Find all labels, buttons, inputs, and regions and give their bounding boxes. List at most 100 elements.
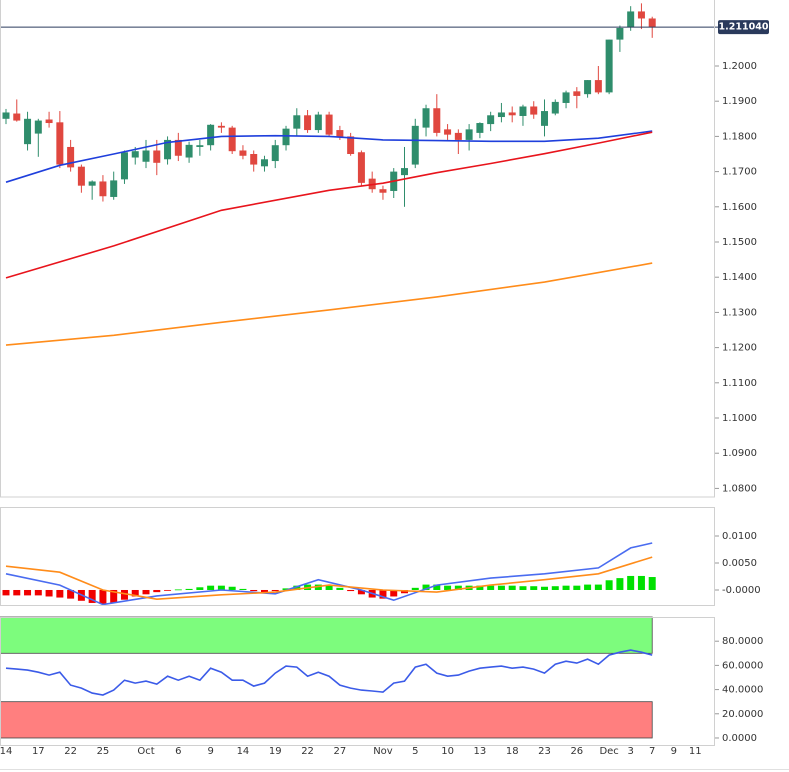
y-tick-label: -0.0000 (722, 585, 761, 596)
y-tick-label: 0.0100 (722, 531, 757, 542)
candle-body (185, 144, 193, 158)
candle-body (465, 129, 473, 140)
histogram-bar (228, 586, 236, 590)
y-tick-label: 20.0000 (722, 709, 763, 720)
histogram-bar (584, 584, 592, 590)
histogram-bar (45, 589, 53, 597)
histogram-bar (24, 589, 32, 596)
histogram-bar (207, 585, 215, 590)
candle-body (605, 39, 613, 93)
y-tick-label: 1.0900 (722, 448, 757, 459)
y-tick-label: 1.1800 (722, 131, 757, 142)
overbought-zone (0, 616, 653, 654)
histogram-bar (605, 580, 613, 590)
candle-body (422, 108, 430, 128)
candle-body (67, 146, 75, 168)
histogram-bar (497, 585, 505, 590)
main-panel-border (0, 0, 715, 498)
y-tick-label: 1.1300 (722, 307, 757, 318)
candle-body (551, 101, 559, 114)
histogram-bar (271, 589, 279, 592)
last-price-label: 1.211040 (719, 22, 769, 33)
histogram-bar (336, 587, 344, 590)
candle-body (508, 112, 516, 116)
candle-body (497, 112, 505, 118)
histogram-bar (422, 584, 430, 590)
x-tick-label: 27 (334, 746, 347, 757)
histogram-bar (88, 589, 96, 603)
candle-body (271, 145, 279, 162)
histogram-bar (411, 587, 419, 590)
candle-body (594, 80, 602, 93)
y-tick-label: 1.1400 (722, 272, 757, 283)
candle-body (13, 113, 21, 121)
y-tick-label: 1.0800 (722, 483, 757, 494)
x-tick-label: 22 (64, 746, 77, 757)
candle-body (616, 27, 624, 40)
y-tick-label: 1.1200 (722, 343, 757, 354)
x-tick-label: 11 (689, 746, 702, 757)
y-tick-label: 1.1000 (722, 413, 757, 424)
histogram-bar (627, 575, 635, 590)
candle-body (207, 124, 215, 146)
candle-body (476, 123, 484, 133)
histogram-bar (34, 589, 42, 596)
indicator-line (5, 130, 653, 183)
histogram-bar (637, 575, 645, 590)
candle-body (584, 80, 592, 95)
x-tick-label: 14 (237, 746, 250, 757)
y-tick-label: 1.1900 (722, 96, 757, 107)
y-tick-label: 1.2000 (722, 61, 757, 72)
histogram-bar (153, 589, 161, 593)
last-price-box (718, 20, 769, 35)
histogram-bar (131, 589, 139, 597)
x-tick-label: 9 (207, 746, 213, 757)
candle-body (347, 136, 355, 155)
histogram-bar (260, 589, 268, 593)
candle-body (88, 181, 96, 186)
candle-body (573, 91, 581, 96)
y-tick-label: 1.1500 (722, 237, 757, 248)
y-tick-label: 40.0000 (722, 685, 763, 696)
rsi-panel-border (0, 617, 715, 746)
x-tick-label: 18 (506, 746, 519, 757)
candle-body (541, 111, 549, 126)
candle-body (239, 150, 247, 156)
histogram-bar (616, 578, 624, 590)
x-tick-label: 26 (570, 746, 583, 757)
histogram-bar (357, 589, 365, 595)
candle-body (164, 139, 172, 160)
indicator-line (5, 556, 653, 601)
candle-body (131, 151, 139, 158)
candle-body (110, 180, 118, 197)
histogram-bar (282, 588, 290, 590)
histogram-bar (56, 589, 64, 598)
histogram-bar (519, 586, 527, 590)
x-tick-label: Oct (137, 746, 154, 757)
x-tick-label: 22 (301, 746, 314, 757)
histogram-bar (454, 585, 462, 590)
x-tick-label: 6 (175, 746, 181, 757)
oversold-zone (0, 701, 653, 739)
candle-body (120, 152, 128, 180)
candle-body (325, 114, 333, 135)
candle-body (454, 132, 462, 140)
histogram-bar (99, 589, 107, 605)
histogram-bar (239, 588, 247, 590)
x-tick-label: 25 (97, 746, 110, 757)
histogram-bar (217, 585, 225, 590)
histogram-bar (185, 588, 193, 590)
histogram-bar (174, 589, 182, 591)
candle-body (304, 115, 312, 131)
histogram-bar (648, 577, 656, 590)
candle-body (99, 181, 107, 197)
candle-body (411, 125, 419, 165)
y-tick-label: 0.0050 (722, 558, 757, 569)
y-tick-label: 60.0000 (722, 660, 763, 671)
histogram-bar (196, 587, 204, 590)
y-tick-label: 0.0000 (722, 733, 757, 744)
candle-body (400, 168, 408, 176)
candle-body (24, 118, 32, 145)
